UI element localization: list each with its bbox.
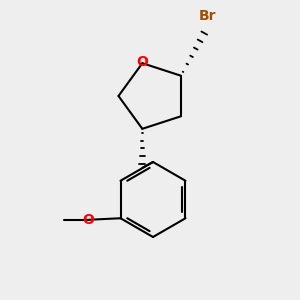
Text: O: O [82, 213, 94, 227]
Text: O: O [136, 55, 148, 69]
Text: Br: Br [199, 9, 217, 22]
